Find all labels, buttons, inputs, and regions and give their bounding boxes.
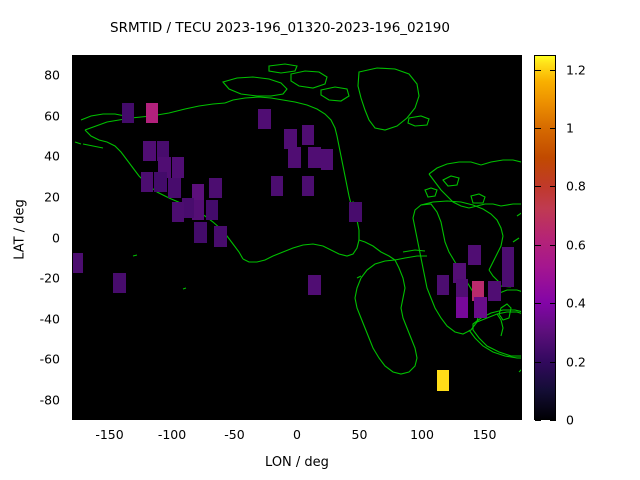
- coastline-layer: [74, 63, 521, 375]
- heatmap-cell: [191, 183, 205, 205]
- heatmap-cell: [181, 197, 195, 219]
- colorbar-tick-mark: [535, 420, 541, 421]
- heatmap-cell: [270, 175, 283, 196]
- y-tick-label: -40: [39, 311, 60, 327]
- x-tick-label: -50: [224, 427, 245, 442]
- heatmap-cell: [143, 141, 156, 162]
- colorbar-tick-mark: [550, 69, 556, 71]
- colorbar-tick-mark: [535, 69, 541, 71]
- heatmap-cell: [140, 171, 153, 192]
- colorbar-tick-mark: [535, 186, 541, 188]
- heatmap-cell: [194, 222, 207, 243]
- colorbar-tick-label: 1: [566, 120, 574, 136]
- heatmap-cell: [349, 202, 362, 223]
- colorbar-tick-label: 0.4: [566, 295, 586, 311]
- heatmap-cell: [209, 177, 222, 198]
- heatmap-cell: [156, 141, 170, 162]
- chart-title: SRMTID / TECU 2023-196_01320-2023-196_02…: [110, 20, 450, 36]
- x-tick-label: 0: [293, 427, 301, 442]
- heatmap-cell: [154, 171, 167, 192]
- heatmap-cell: [191, 199, 205, 221]
- colorbar-tick-label: 0.8: [566, 178, 586, 194]
- heatmap-cell: [471, 281, 485, 302]
- y-tick-label: 80: [44, 67, 60, 83]
- colorbar-tick-mark: [535, 128, 541, 129]
- heatmap-cell: [436, 370, 450, 391]
- heatmap-cell: [73, 252, 83, 273]
- heatmap-cell: [320, 149, 333, 170]
- heatmap-cell: [258, 108, 271, 129]
- heatmap-cell: [171, 157, 185, 178]
- heatmap-cell: [501, 266, 515, 288]
- heatmap-cell: [501, 246, 515, 267]
- x-tick-label: 150: [472, 427, 497, 442]
- heatmap-cell: [455, 297, 468, 318]
- y-tick-label: -60: [39, 351, 60, 367]
- heatmap-cell: [455, 279, 468, 300]
- y-tick-label: 20: [44, 189, 60, 205]
- y-tick-label: -80: [39, 392, 60, 408]
- heatmap-cell: [474, 297, 487, 318]
- y-tick-label: 40: [44, 148, 60, 164]
- y-tick-label: 60: [44, 108, 60, 124]
- x-axis-title: LON / deg: [265, 455, 329, 470]
- x-tick-label: -100: [157, 427, 187, 442]
- colorbar-tick-mark: [535, 303, 541, 305]
- colorbar-tick-mark: [550, 128, 556, 129]
- y-tick-label: -20: [39, 270, 60, 286]
- colorbar-tick-mark: [550, 303, 556, 305]
- colorbar-tick-mark: [535, 244, 541, 246]
- colorbar-tick-label: 0.6: [566, 237, 586, 253]
- colorbar-tick-label: 1.2: [566, 62, 586, 78]
- heatmap-cell: [284, 129, 297, 150]
- heatmap-cell: [468, 244, 481, 265]
- heatmap-cell: [453, 262, 466, 284]
- heatmap-cells: [73, 56, 521, 419]
- heatmap-cell: [288, 147, 301, 168]
- heatmap-cell: [308, 275, 321, 296]
- y-tick-label: 0: [52, 230, 60, 245]
- colorbar-tick-mark: [550, 420, 556, 421]
- colorbar-tick-mark: [550, 186, 556, 188]
- heatmap-cell: [308, 147, 321, 168]
- colorbar-tick-mark: [550, 244, 556, 246]
- heatmap-cell: [205, 199, 218, 221]
- colorbar-tick-label: 0.2: [566, 354, 586, 370]
- x-tick-label: 100: [410, 427, 434, 442]
- heatmap-cell: [301, 124, 315, 146]
- x-tick-label: -150: [95, 427, 124, 442]
- y-axis-tick-labels: 80 60 40 20 0 -20 -40 -60 -80: [0, 0, 68, 480]
- heatmap-cell: [168, 177, 181, 198]
- heatmap-cell: [488, 281, 501, 302]
- colorbar-tick-mark: [550, 361, 556, 363]
- heatmap-cell: [171, 202, 185, 223]
- colorbar: [534, 55, 556, 420]
- heatmap-cell: [113, 272, 126, 294]
- heatmap-cell: [214, 226, 227, 247]
- heatmap-cell: [145, 102, 158, 123]
- colorbar-tick-label: 0: [566, 412, 574, 428]
- map-plot-area: [72, 55, 522, 420]
- x-tick-label: 50: [351, 427, 368, 442]
- heatmap-cell: [121, 102, 135, 123]
- heatmap-cell: [436, 275, 450, 296]
- colorbar-tick-mark: [535, 361, 541, 363]
- heatmap-cell: [301, 175, 315, 196]
